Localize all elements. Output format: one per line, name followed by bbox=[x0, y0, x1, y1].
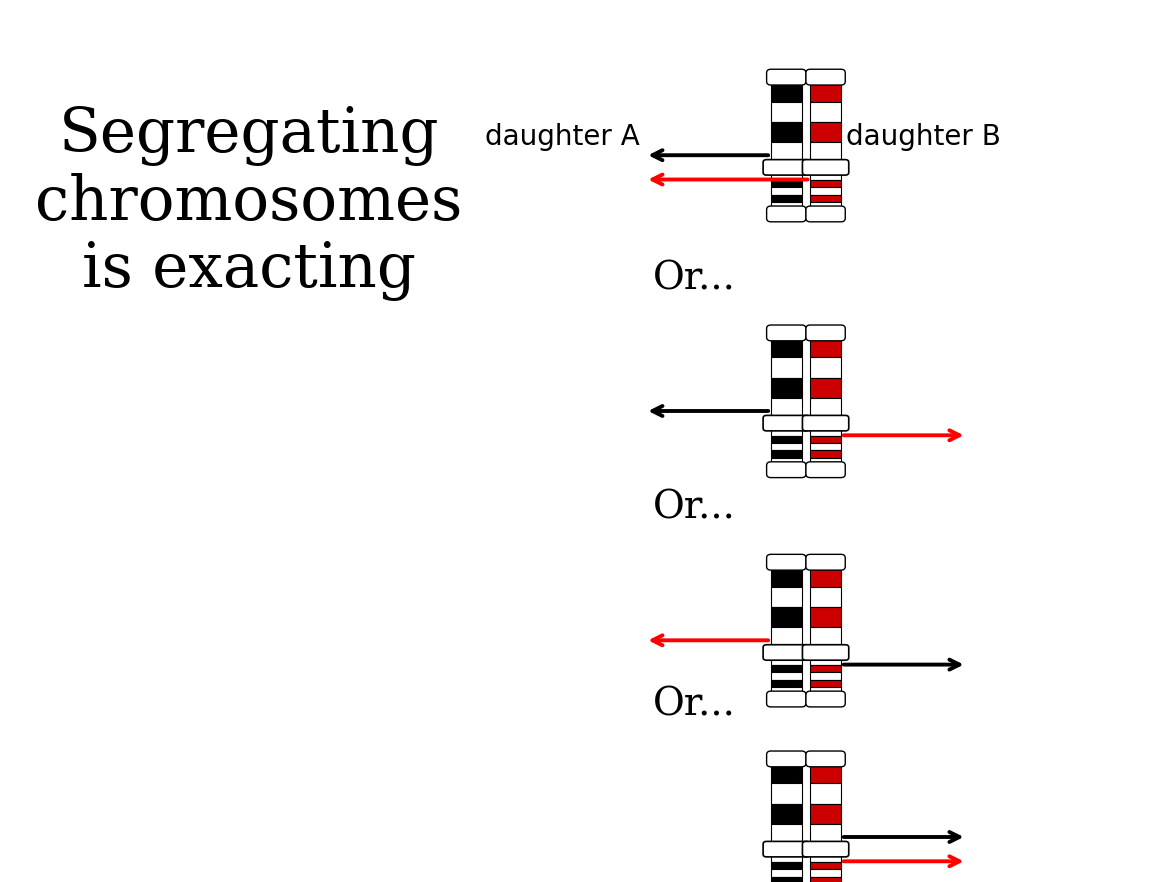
Bar bbox=[770, 763, 802, 783]
FancyBboxPatch shape bbox=[767, 555, 806, 570]
Text: Segregating
chromosomes
is exacting: Segregating chromosomes is exacting bbox=[36, 106, 462, 301]
Text: Or...: Or... bbox=[653, 261, 736, 297]
Text: Or...: Or... bbox=[653, 490, 736, 527]
FancyBboxPatch shape bbox=[806, 206, 845, 222]
Bar bbox=[770, 566, 802, 587]
Text: daughter B: daughter B bbox=[846, 123, 1002, 151]
Bar bbox=[770, 187, 802, 195]
Bar bbox=[811, 398, 841, 418]
Bar bbox=[811, 187, 841, 195]
FancyBboxPatch shape bbox=[764, 645, 810, 661]
Text: daughter A: daughter A bbox=[485, 123, 639, 151]
Bar bbox=[770, 398, 802, 418]
FancyBboxPatch shape bbox=[803, 415, 849, 431]
Bar bbox=[770, 458, 802, 466]
Bar bbox=[770, 377, 802, 398]
Bar bbox=[811, 451, 841, 458]
FancyBboxPatch shape bbox=[767, 325, 806, 340]
Bar bbox=[770, 173, 802, 180]
Bar bbox=[770, 607, 802, 627]
Bar bbox=[811, 566, 841, 587]
Bar bbox=[770, 142, 802, 162]
Text: Or...: Or... bbox=[653, 687, 736, 723]
FancyBboxPatch shape bbox=[767, 462, 806, 478]
Bar bbox=[811, 357, 841, 377]
FancyBboxPatch shape bbox=[764, 160, 810, 176]
Bar bbox=[811, 627, 841, 647]
Bar bbox=[811, 443, 841, 451]
Bar bbox=[811, 824, 841, 844]
Bar bbox=[770, 862, 802, 869]
Bar bbox=[770, 443, 802, 451]
FancyBboxPatch shape bbox=[767, 206, 806, 222]
Bar bbox=[770, 804, 802, 824]
Bar bbox=[811, 587, 841, 607]
Bar bbox=[811, 195, 841, 202]
Bar bbox=[770, 436, 802, 443]
FancyBboxPatch shape bbox=[806, 69, 845, 85]
Bar bbox=[770, 877, 802, 882]
FancyBboxPatch shape bbox=[806, 691, 845, 707]
FancyBboxPatch shape bbox=[803, 160, 849, 176]
FancyBboxPatch shape bbox=[806, 555, 845, 570]
Bar bbox=[770, 783, 802, 804]
Bar bbox=[811, 877, 841, 882]
Bar bbox=[811, 142, 841, 162]
Bar bbox=[811, 607, 841, 627]
Bar bbox=[770, 81, 802, 101]
FancyBboxPatch shape bbox=[764, 841, 810, 857]
Bar bbox=[811, 377, 841, 398]
FancyBboxPatch shape bbox=[764, 415, 810, 431]
FancyBboxPatch shape bbox=[767, 691, 806, 707]
Bar bbox=[770, 869, 802, 877]
Bar bbox=[811, 101, 841, 122]
Bar bbox=[811, 337, 841, 357]
Bar bbox=[770, 357, 802, 377]
Bar bbox=[811, 869, 841, 877]
Bar bbox=[770, 451, 802, 458]
Bar bbox=[811, 672, 841, 680]
Bar bbox=[811, 436, 841, 443]
Bar bbox=[770, 429, 802, 436]
Bar bbox=[811, 862, 841, 869]
Bar bbox=[811, 783, 841, 804]
Bar bbox=[811, 122, 841, 142]
Bar bbox=[770, 824, 802, 844]
Bar bbox=[811, 429, 841, 436]
FancyBboxPatch shape bbox=[806, 462, 845, 478]
Bar bbox=[811, 202, 841, 210]
Bar bbox=[811, 763, 841, 783]
FancyBboxPatch shape bbox=[806, 325, 845, 340]
Bar bbox=[770, 195, 802, 202]
Bar bbox=[811, 680, 841, 687]
Bar bbox=[770, 658, 802, 665]
Bar bbox=[811, 458, 841, 466]
Bar bbox=[770, 627, 802, 647]
Bar bbox=[770, 672, 802, 680]
Bar bbox=[811, 658, 841, 665]
Bar bbox=[770, 687, 802, 695]
Bar bbox=[770, 587, 802, 607]
Bar bbox=[770, 337, 802, 357]
Bar bbox=[770, 180, 802, 187]
FancyBboxPatch shape bbox=[803, 645, 849, 661]
Bar bbox=[770, 101, 802, 122]
FancyBboxPatch shape bbox=[767, 751, 806, 766]
Bar bbox=[811, 81, 841, 101]
Bar bbox=[811, 804, 841, 824]
FancyBboxPatch shape bbox=[803, 841, 849, 857]
Bar bbox=[770, 665, 802, 672]
Bar bbox=[770, 855, 802, 862]
Bar bbox=[770, 122, 802, 142]
Bar bbox=[811, 173, 841, 180]
Bar bbox=[770, 680, 802, 687]
Bar bbox=[770, 202, 802, 210]
Bar bbox=[811, 665, 841, 672]
FancyBboxPatch shape bbox=[767, 69, 806, 85]
FancyBboxPatch shape bbox=[806, 751, 845, 766]
Bar bbox=[811, 180, 841, 187]
Bar bbox=[811, 855, 841, 862]
Bar bbox=[811, 687, 841, 695]
